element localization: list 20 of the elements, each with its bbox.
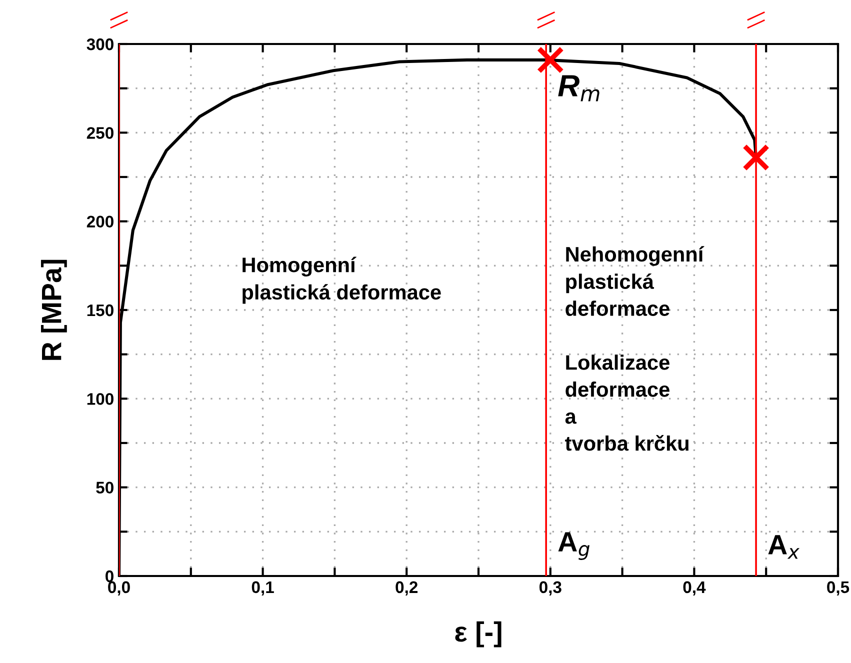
y-tick-label: 150 — [87, 304, 114, 316]
x-tick-label: 0,0 — [108, 581, 130, 596]
x-tick-label: 0,4 — [683, 581, 706, 596]
ref-line-label: A$_{g}$ — [558, 532, 590, 560]
x-tick-label: 0,5 — [827, 581, 850, 596]
y-tick-label: 300 — [86, 38, 114, 50]
x-axis-title: ε [-] — [455, 621, 502, 648]
y-tick-label: 200 — [86, 216, 114, 228]
ref-line-label: A$_{x}$ — [768, 535, 800, 559]
y-tick-label: 0 — [106, 570, 114, 582]
y-tick-label: 100 — [87, 393, 114, 405]
x-tick-label: 0,1 — [252, 581, 274, 596]
x-tick-label: 0,3 — [539, 581, 562, 596]
x-tick-label: 0,2 — [396, 581, 418, 596]
annotation: Homogenní plastická deformace — [242, 256, 441, 304]
y-tick-label: 50 — [96, 482, 114, 494]
y-tick-label: 250 — [86, 127, 114, 139]
text: Nehomogenní plastická deformace Lokalizace deformace a tvorba krčku — [565, 246, 704, 451]
annotation: R$_{m}$ — [558, 75, 600, 102]
y-axis-title: R [MPa] — [40, 260, 67, 360]
